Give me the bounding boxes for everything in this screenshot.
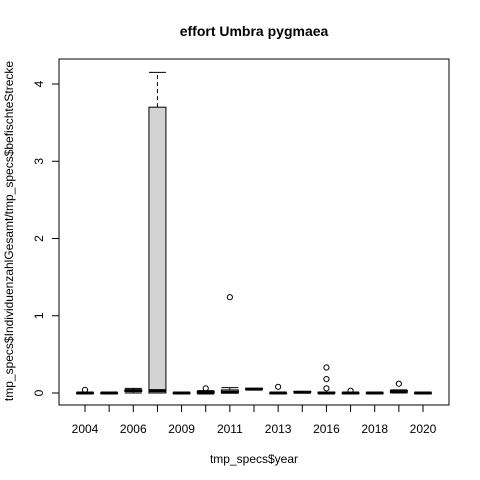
outlier-point <box>275 383 282 390</box>
x-tick-label: 2009 <box>168 422 195 436</box>
outlier-point <box>395 380 402 387</box>
box-2010 <box>196 385 215 395</box>
box-2017 <box>341 387 360 395</box>
y-tick-label: 1 <box>32 312 46 319</box>
x-tick-label: 2018 <box>361 422 388 436</box>
box-2008 <box>148 71 167 394</box>
box-2016 <box>317 364 336 395</box>
outlier-point <box>323 375 330 383</box>
chart-title: effort Umbra pygmaea <box>180 23 329 39</box>
box-body <box>148 106 167 394</box>
x-tick-label: 2013 <box>265 422 292 436</box>
outlier-point <box>323 364 330 371</box>
box-2009 <box>172 391 191 395</box>
outlier-point <box>323 385 330 392</box>
x-tick-label: 2020 <box>410 422 437 436</box>
x-tick-label: 2004 <box>72 422 99 436</box>
box-2011 <box>220 294 239 394</box>
outlier-point <box>226 294 233 301</box>
boxes-layer <box>76 71 432 395</box>
y-axis: 0 1 2 3 4 <box>32 80 60 396</box>
x-axis-label: tmp_specs$year <box>210 452 298 466</box>
y-tick-label: 3 <box>32 158 46 165</box>
y-tick-label: 4 <box>32 80 46 87</box>
x-axis: 2004 2006 2009 2011 2013 2016 2018 2020 <box>72 404 437 436</box>
box-2005 <box>100 391 119 395</box>
y-tick-label: 0 <box>32 389 46 396</box>
box-2019 <box>389 380 408 394</box>
box-2013 <box>269 383 288 395</box>
box-2018 <box>365 391 384 395</box>
outlier-point <box>347 387 354 394</box>
box-2014 <box>293 390 312 394</box>
x-tick-label: 2016 <box>313 422 340 436</box>
outlier-point <box>81 386 89 394</box>
y-axis-label: tmp_specs$IndividuenzahlGesamt/tmp_specs… <box>2 61 16 402</box>
box-2004 <box>76 386 94 395</box>
box-2006 <box>124 387 143 394</box>
x-tick-label: 2011 <box>217 422 243 436</box>
plot-frame <box>58 58 450 406</box>
y-tick-label: 2 <box>32 235 46 242</box>
x-tick-label: 2006 <box>120 422 147 436</box>
box-2012 <box>245 387 263 391</box>
box-2020 <box>414 391 432 395</box>
outlier-point <box>202 385 209 392</box>
